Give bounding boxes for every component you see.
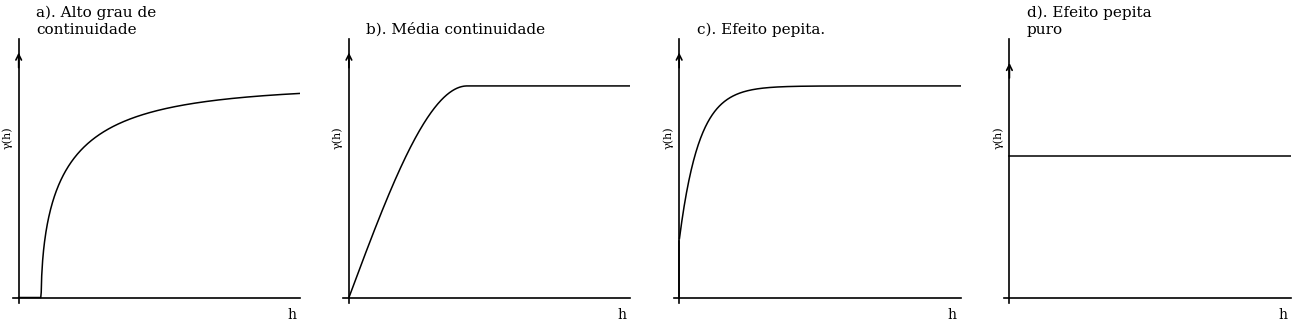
Text: γ(h): γ(h): [3, 126, 13, 149]
Text: γ(h): γ(h): [992, 126, 1004, 149]
Text: h: h: [618, 308, 626, 322]
Text: b). Média continuidade: b). Média continuidade: [366, 22, 545, 37]
Text: γ(h): γ(h): [333, 126, 343, 149]
Text: h: h: [948, 308, 957, 322]
Text: a). Alto grau de
continuidade: a). Alto grau de continuidade: [37, 5, 156, 37]
Text: c). Efeito pepita.: c). Efeito pepita.: [696, 22, 824, 37]
Text: d). Efeito pepita
puro: d). Efeito pepita puro: [1026, 5, 1151, 37]
Text: γ(h): γ(h): [662, 126, 673, 149]
Text: h: h: [1278, 308, 1287, 322]
Text: h: h: [287, 308, 296, 322]
